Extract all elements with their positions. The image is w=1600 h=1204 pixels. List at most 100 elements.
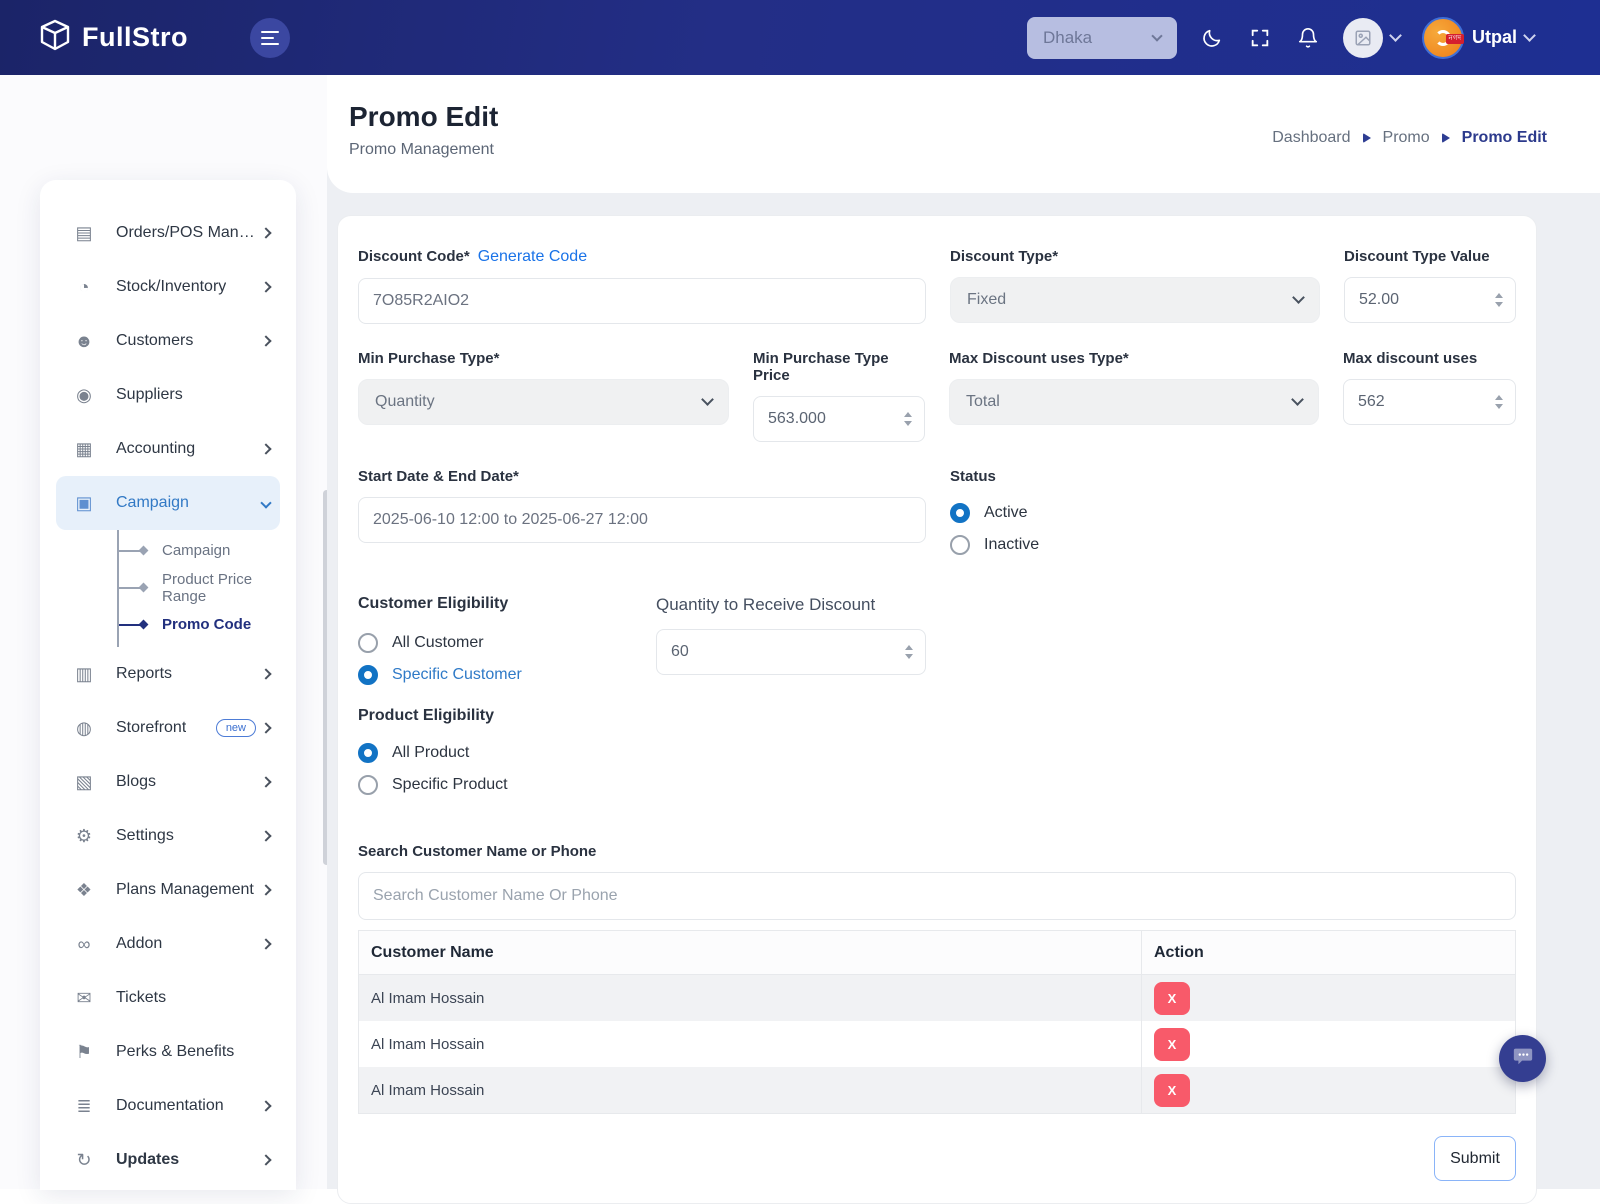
fullscreen-icon[interactable] bbox=[1247, 25, 1273, 51]
remove-customer-button[interactable]: X bbox=[1154, 1027, 1190, 1061]
updates-icon: ↻ bbox=[76, 1149, 92, 1170]
breadcrumb-dashboard[interactable]: Dashboard bbox=[1272, 129, 1351, 146]
search-customer-input[interactable] bbox=[358, 872, 1516, 920]
brand-logo[interactable]: FullStro bbox=[38, 18, 188, 57]
status-label: Status bbox=[950, 468, 996, 485]
cube-logo-icon bbox=[38, 18, 72, 57]
remove-customer-button[interactable]: X bbox=[1154, 981, 1190, 1015]
number-spinner-icon[interactable] bbox=[1495, 395, 1503, 409]
sidebar-item-orders-pos[interactable]: ▤ Orders/POS Manage bbox=[56, 206, 280, 260]
sidebar-item-customers[interactable]: ☻ Customers bbox=[56, 314, 280, 368]
blogs-icon: ▧ bbox=[75, 771, 93, 792]
submit-button[interactable]: Submit bbox=[1434, 1136, 1516, 1181]
search-customer-label: Search Customer Name or Phone bbox=[358, 843, 597, 860]
sidebar-item-accounting[interactable]: ▦ Accounting bbox=[56, 422, 280, 476]
number-spinner-icon[interactable] bbox=[905, 645, 913, 659]
max-discount-uses-type-label: Max Discount uses Type* bbox=[949, 350, 1129, 367]
specific-customer-radio[interactable]: Specific Customer bbox=[358, 659, 654, 691]
submenu-item-product-price-range[interactable]: Product Price Range bbox=[119, 569, 296, 606]
sidebar-item-settings[interactable]: ⚙ Settings bbox=[56, 809, 280, 863]
sidebar-item-label: Updates bbox=[116, 1151, 180, 1168]
chevron-down-icon bbox=[701, 393, 714, 406]
customers-icon: ☻ bbox=[74, 330, 94, 351]
max-discount-uses-input[interactable]: 562 bbox=[1343, 379, 1516, 425]
org-logo-text: নগদ bbox=[1445, 33, 1464, 44]
submenu-item-label: Campaign bbox=[162, 542, 231, 559]
remove-customer-button[interactable]: X bbox=[1154, 1073, 1190, 1107]
chat-bubble-icon bbox=[1512, 1045, 1534, 1072]
sidebar-item-stock-inventory[interactable]: ◔ Stock/Inventory bbox=[56, 260, 280, 314]
sidebar-item-label: Reports bbox=[116, 665, 173, 682]
chat-fab-button[interactable] bbox=[1499, 1035, 1546, 1082]
main-area: Promo Edit Promo Management Dashboard Pr… bbox=[327, 75, 1600, 1204]
user-avatar-menu[interactable] bbox=[1343, 17, 1402, 58]
discount-type-field: Discount Type* Fixed bbox=[950, 248, 1320, 324]
quantity-to-receive-input[interactable]: 60 bbox=[656, 629, 926, 675]
sidebar-item-suppliers[interactable]: ◉ Suppliers bbox=[56, 368, 280, 422]
sidebar-item-reports[interactable]: ▥ Reports bbox=[56, 647, 280, 701]
min-purchase-type-select[interactable]: Quantity bbox=[358, 379, 729, 425]
new-badge: new bbox=[215, 719, 256, 737]
status-field: Status Active Inactive bbox=[950, 468, 1320, 561]
all-product-radio[interactable]: All Product bbox=[358, 737, 1516, 769]
sidebar-item-label: Plans Management bbox=[116, 881, 254, 898]
sidebar-item-plans-management[interactable]: ❖ Plans Management bbox=[56, 863, 280, 917]
status-active-radio[interactable]: Active bbox=[950, 497, 1320, 529]
left-column: ▤ Orders/POS Manage ◔ Stock/Inventory ☻ … bbox=[0, 75, 330, 1190]
perks-icon: ⚑ bbox=[75, 1041, 93, 1062]
dark-mode-icon[interactable] bbox=[1199, 25, 1225, 51]
max-discount-uses-type-select[interactable]: Total bbox=[949, 379, 1319, 425]
location-select[interactable]: Dhaka bbox=[1027, 16, 1177, 59]
chevron-right-icon bbox=[260, 227, 272, 239]
submenu-item-campaign[interactable]: Campaign bbox=[119, 532, 296, 569]
diamond-bullet-icon bbox=[138, 545, 149, 556]
min-purchase-price-input[interactable]: 563.000 bbox=[753, 396, 925, 442]
date-range-input[interactable] bbox=[358, 497, 926, 543]
sidebar-item-updates[interactable]: ↻ Updates bbox=[56, 1133, 280, 1187]
sidebar-item-tickets[interactable]: ✉ Tickets bbox=[56, 971, 280, 1025]
sidebar-toggle-button[interactable] bbox=[250, 17, 290, 58]
sidebar-item-label: Blogs bbox=[116, 773, 157, 790]
page-header: Promo Edit Promo Management Dashboard Pr… bbox=[327, 75, 1600, 193]
max-discount-uses-field: Max discount uses 562 bbox=[1343, 350, 1516, 442]
chevron-down-icon bbox=[1523, 29, 1536, 42]
discount-type-value-input[interactable]: 52.00 bbox=[1344, 277, 1516, 323]
sidebar-item-campaign[interactable]: ▣ Campaign bbox=[56, 476, 280, 530]
table-row: Al Imam Hossain X bbox=[359, 975, 1515, 1021]
discount-code-input[interactable] bbox=[358, 278, 926, 324]
sidebar-item-label: Orders/POS Manage bbox=[116, 224, 262, 241]
max-discount-uses-type-field: Max Discount uses Type* Total bbox=[949, 350, 1319, 442]
table-row: Al Imam Hossain X bbox=[359, 1067, 1515, 1113]
sidebar-item-storefront[interactable]: ◍ Storefront new bbox=[56, 701, 280, 755]
min-purchase-type-field: Min Purchase Type* Quantity bbox=[358, 350, 729, 442]
notifications-bell-icon[interactable] bbox=[1295, 25, 1321, 51]
number-spinner-icon[interactable] bbox=[904, 412, 912, 426]
sidebar-item-label: Perks & Benefits bbox=[116, 1043, 235, 1060]
profile-menu[interactable]: নগদ Utpal bbox=[1422, 16, 1536, 59]
brand-name: FullStro bbox=[82, 22, 188, 52]
all-customer-radio[interactable]: All Customer bbox=[358, 627, 654, 659]
max-discount-uses-type-value: Total bbox=[966, 393, 1000, 410]
sidebar-item-blogs[interactable]: ▧ Blogs bbox=[56, 755, 280, 809]
status-inactive-radio[interactable]: Inactive bbox=[950, 529, 1320, 561]
discount-type-value-label: Discount Type Value bbox=[1344, 248, 1490, 265]
sidebar-item-perks-benefits[interactable]: ⚑ Perks & Benefits bbox=[56, 1025, 280, 1079]
discount-type-label: Discount Type* bbox=[950, 248, 1059, 265]
discount-code-label: Discount Code* bbox=[358, 248, 470, 265]
sidebar-item-documentation[interactable]: ≣ Documentation bbox=[56, 1079, 280, 1133]
chevron-right-icon bbox=[260, 884, 272, 896]
discount-type-select[interactable]: Fixed bbox=[950, 277, 1320, 323]
sidebar-item-addon[interactable]: ∞ Addon bbox=[56, 917, 280, 971]
specific-product-radio[interactable]: Specific Product bbox=[358, 769, 1516, 801]
chevron-right-icon bbox=[260, 938, 272, 950]
breadcrumb-promo[interactable]: Promo bbox=[1382, 129, 1430, 146]
number-spinner-icon[interactable] bbox=[1495, 293, 1503, 307]
sidebar: ▤ Orders/POS Manage ◔ Stock/Inventory ☻ … bbox=[40, 180, 330, 1190]
chevron-right-icon bbox=[260, 443, 272, 455]
chevron-down-icon bbox=[1389, 29, 1402, 42]
submenu-item-promo-code[interactable]: Promo Code bbox=[119, 606, 296, 643]
generate-code-link[interactable]: Generate Code bbox=[477, 248, 588, 265]
page-title: Promo Edit bbox=[349, 101, 499, 132]
sidebar-scrollbar[interactable] bbox=[323, 490, 330, 865]
customer-eligibility-label: Customer Eligibility bbox=[358, 595, 509, 612]
